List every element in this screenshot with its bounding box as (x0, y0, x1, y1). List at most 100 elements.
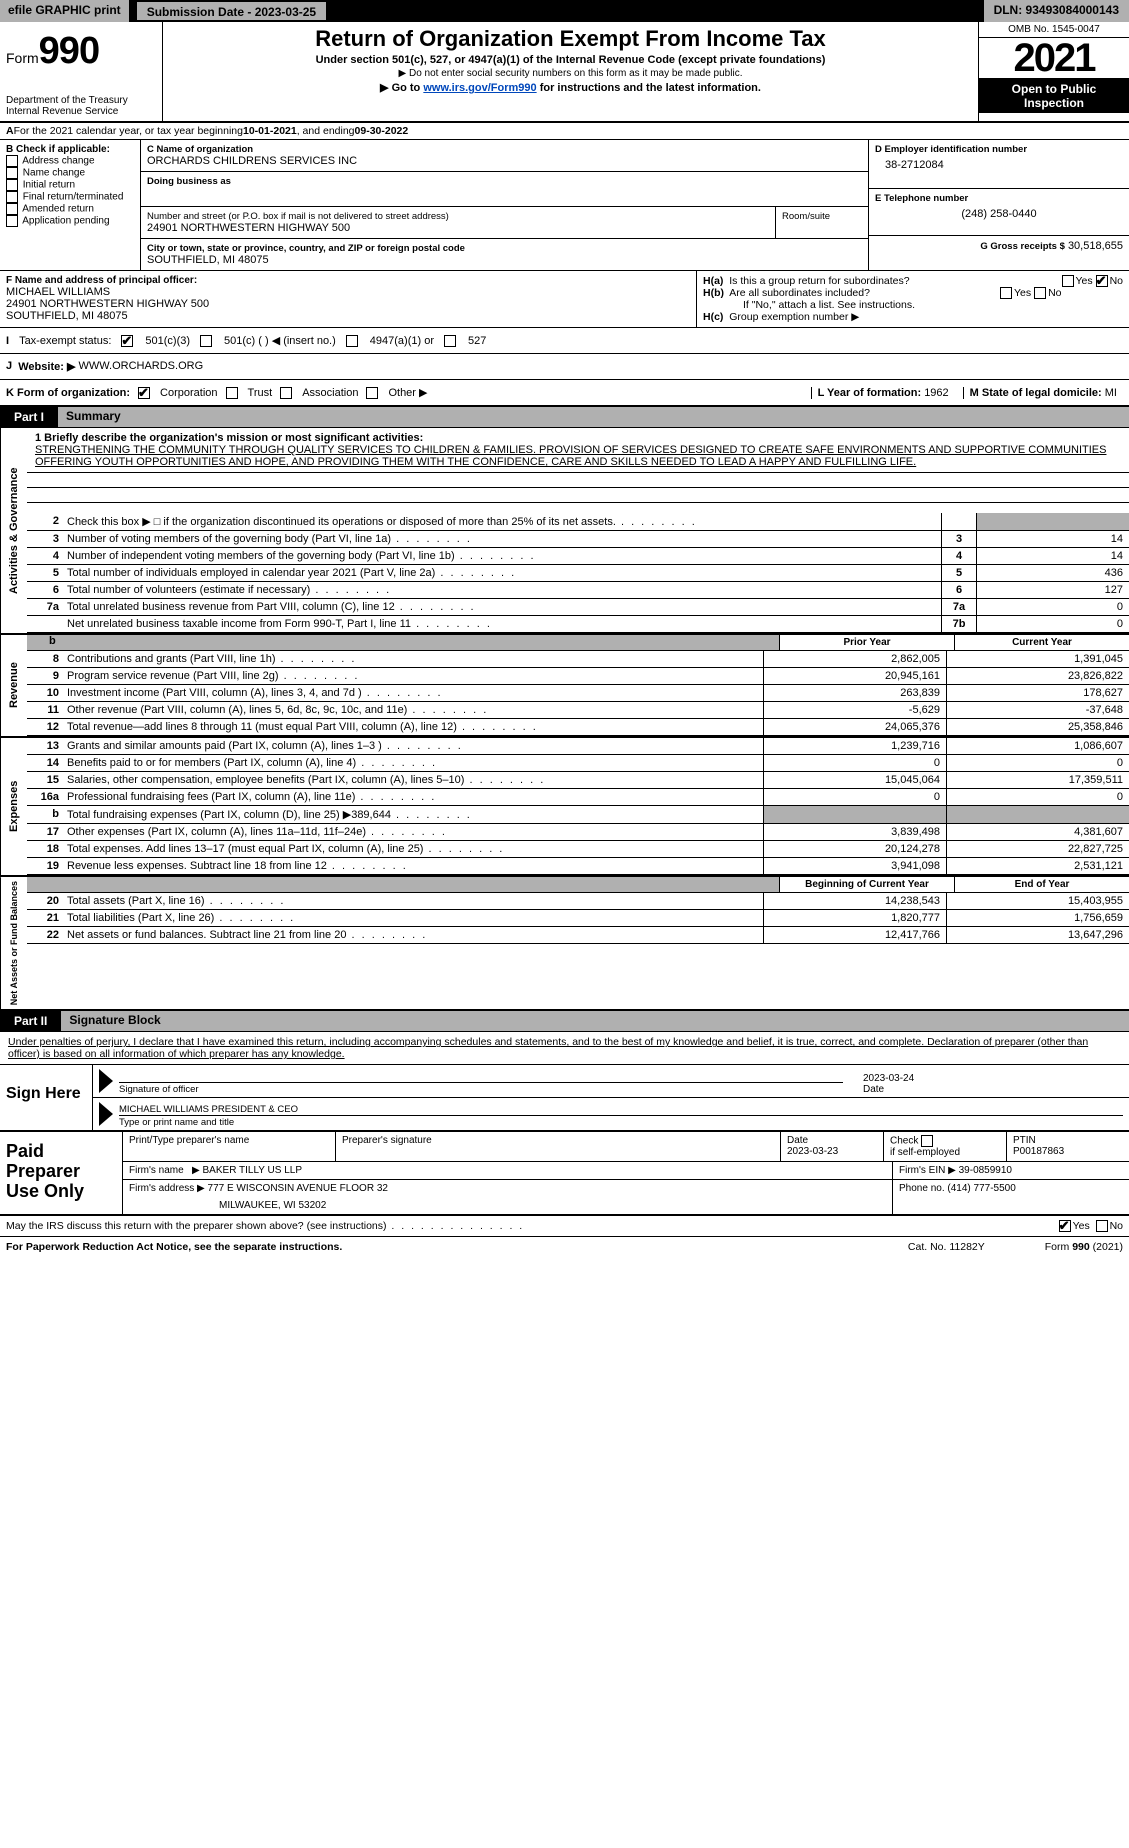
addr-row: Number and street (or P.O. box if mail i… (141, 207, 868, 239)
prior-value: 20,124,278 (763, 841, 946, 857)
a-text: For the 2021 calendar year, or tax year … (14, 125, 243, 137)
org-name: ORCHARDS CHILDRENS SERVICES INC (147, 155, 862, 167)
form-990: 990 (39, 30, 99, 72)
hb-yes-checkbox[interactable] (1000, 287, 1012, 299)
line-num: 7a (27, 599, 63, 615)
officer-printed: MICHAEL WILLIAMS PRESIDENT & CEO (119, 1104, 1123, 1115)
line-desc: Number of independent voting members of … (63, 548, 941, 564)
other-checkbox[interactable] (366, 387, 378, 399)
paid-right: Print/Type preparer's name Preparer's si… (123, 1132, 1129, 1214)
b-item-label: Name change (23, 168, 85, 179)
prior-value: -5,629 (763, 702, 946, 718)
hb-row: H(b) Are all subordinates included? Yes … (703, 287, 1123, 299)
blank-line2 (27, 488, 1129, 503)
f-label: F Name and address of principal officer: (6, 275, 690, 286)
end-header: End of Year (954, 877, 1129, 892)
line-desc: Revenue less expenses. Subtract line 18 … (63, 858, 763, 874)
sig-row2: MICHAEL WILLIAMS PRESIDENT & CEO Type or… (93, 1098, 1129, 1130)
efile-label: efile GRAPHIC print (0, 0, 129, 22)
b-item-label: Final return/terminated (23, 192, 124, 203)
part1-label: Part I (0, 408, 58, 426)
current-value: 25,358,846 (946, 719, 1129, 735)
sig-arrow-icon2 (99, 1102, 113, 1126)
discuss-no-checkbox[interactable] (1096, 1220, 1108, 1232)
line-cellval: 14 (976, 548, 1129, 564)
part2-label: Part II (0, 1012, 61, 1030)
phone-value: (248) 258-0440 (875, 204, 1123, 220)
corp-checkbox[interactable] (138, 387, 150, 399)
irs-link[interactable]: www.irs.gov/Form990 (423, 82, 536, 94)
expenses-content: 13Grants and similar amounts paid (Part … (27, 738, 1129, 875)
line-desc: Other expenses (Part IX, column (A), lin… (63, 824, 763, 840)
blank-line1 (27, 473, 1129, 488)
blank-header: b (27, 635, 779, 650)
sig-officer-label: Signature of officer (119, 1082, 843, 1095)
officer-addr2: SOUTHFIELD, MI 48075 (6, 310, 690, 322)
subtitle-goto: ▶ Go to www.irs.gov/Form990 for instruct… (169, 81, 972, 94)
corp: Corporation (160, 387, 217, 399)
prep-date-lbl: Date (787, 1135, 877, 1146)
hc-q: Group exemption number ▶ (729, 311, 859, 323)
line-num: 3 (27, 531, 63, 547)
b-checkbox[interactable] (6, 215, 18, 227)
ha-no-checkbox[interactable] (1096, 275, 1108, 287)
gov-line-row: Net unrelated business taxable income fr… (27, 616, 1129, 633)
501c-checkbox[interactable] (200, 335, 212, 347)
firm-addr-val2: MILWAUKEE, WI 53202 (129, 1194, 886, 1211)
gov-line-row: 5Total number of individuals employed in… (27, 565, 1129, 582)
data-line-row: 14Benefits paid to or for members (Part … (27, 755, 1129, 772)
501c3-checkbox[interactable] (121, 335, 133, 347)
gov-line-row: 3Number of voting members of the governi… (27, 531, 1129, 548)
b-checkbox-item: Initial return (6, 179, 134, 191)
row-f-h: F Name and address of principal officer:… (0, 271, 1129, 328)
b-item-label: Address change (22, 156, 94, 167)
ha-yes-checkbox[interactable] (1062, 275, 1074, 287)
firm-ein-lbl: Firm's EIN ▶ (899, 1165, 956, 1176)
b-item-label: Initial return (23, 180, 75, 191)
line-desc: Total liabilities (Part X, line 26) (63, 910, 763, 926)
line-cellval: 127 (976, 582, 1129, 598)
trust-checkbox[interactable] (226, 387, 238, 399)
city-label: City or town, state or province, country… (147, 243, 862, 254)
selfemp-checkbox[interactable] (921, 1135, 933, 1147)
4947-checkbox[interactable] (346, 335, 358, 347)
firm-name: Firm's name ▶ BAKER TILLY US LLP (123, 1162, 893, 1179)
sign-here-label: Sign Here (0, 1065, 93, 1130)
current-value: 1,086,607 (946, 738, 1129, 754)
c-label: C Name of organization (147, 144, 862, 155)
line-desc: Total number of volunteers (estimate if … (63, 582, 941, 598)
phone-box: E Telephone number (248) 258-0440 (869, 189, 1129, 236)
line-num: 5 (27, 565, 63, 581)
dba-label: Doing business as (147, 176, 862, 187)
line-num: 20 (27, 893, 63, 909)
discuss-no: No (1110, 1220, 1123, 1232)
firm-name-lbl: Firm's name (129, 1165, 184, 1176)
hb-no-checkbox[interactable] (1034, 287, 1046, 299)
dept-treasury: Department of the Treasury (6, 95, 156, 106)
b-checkbox[interactable] (6, 191, 18, 203)
b-checkbox[interactable] (6, 179, 18, 191)
prior-value: 14,238,543 (763, 893, 946, 909)
line-num: 16a (27, 789, 63, 805)
line-desc: Contributions and grants (Part VIII, lin… (63, 651, 763, 667)
b-checkbox[interactable] (6, 203, 18, 215)
b-checkbox[interactable] (6, 155, 18, 167)
part1-title: Summary (58, 407, 1129, 427)
hb-q: Are all subordinates included? (729, 287, 870, 299)
prior-value: 20,945,161 (763, 668, 946, 684)
subtitle-section: Under section 501(c), 527, or 4947(a)(1)… (169, 54, 972, 66)
line-desc: Total expenses. Add lines 13–17 (must eq… (63, 841, 763, 857)
527-checkbox[interactable] (444, 335, 456, 347)
sig-officer-cell: Signature of officer (119, 1067, 843, 1095)
assoc-checkbox[interactable] (280, 387, 292, 399)
line-desc: Net unrelated business taxable income fr… (63, 616, 941, 632)
net-assets-block: Net Assets or Fund Balances Beginning of… (0, 877, 1129, 1011)
data-line-row: 19Revenue less expenses. Subtract line 1… (27, 858, 1129, 875)
data-line-row: 11Other revenue (Part VIII, column (A), … (27, 702, 1129, 719)
discuss-yes-checkbox[interactable] (1059, 1220, 1071, 1232)
b-checkbox[interactable] (6, 167, 18, 179)
b-checkbox-list: Address change Name change Initial retur… (6, 155, 134, 227)
row-k: K Form of organization: Corporation Trus… (0, 380, 1129, 407)
goto-post: for instructions and the latest informat… (537, 82, 761, 94)
b-item-label: Application pending (22, 216, 109, 227)
